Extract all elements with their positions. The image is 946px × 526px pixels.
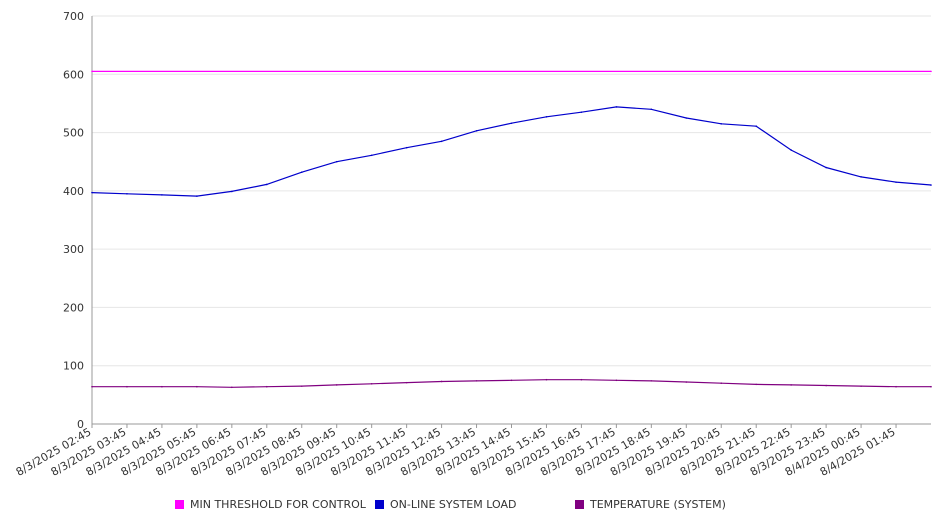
series-2-point-10 bbox=[440, 380, 443, 383]
series-line-1 bbox=[91, 106, 932, 197]
legend-label-temperature: TEMPERATURE (SYSTEM) bbox=[590, 498, 726, 511]
series-1-point-23 bbox=[895, 181, 897, 183]
y-tick-label-700: 700 bbox=[63, 10, 84, 23]
series-0-point-0 bbox=[91, 70, 93, 73]
series-1-point-20 bbox=[790, 149, 792, 151]
series-1-point-13 bbox=[545, 116, 548, 118]
series-1-point-1 bbox=[126, 192, 128, 195]
legend-swatch-temperature bbox=[575, 500, 584, 509]
series-2-point-1 bbox=[126, 385, 128, 388]
series-1-point-7 bbox=[335, 160, 338, 163]
y-tick-label-200: 200 bbox=[63, 301, 84, 314]
legend-item-temperature: TEMPERATURE (SYSTEM) bbox=[575, 498, 726, 511]
series-1-point-5 bbox=[265, 183, 268, 186]
series-2-point-0 bbox=[91, 385, 93, 388]
series-1-point-24 bbox=[930, 184, 932, 186]
series-2-point-22 bbox=[860, 385, 862, 387]
y-tick-label-100: 100 bbox=[63, 360, 84, 373]
series-1-point-12 bbox=[510, 122, 513, 125]
series-1-point-19 bbox=[755, 125, 758, 127]
y-tick-label-600: 600 bbox=[63, 68, 84, 81]
series-2-point-9 bbox=[405, 381, 408, 384]
series-2-point-18 bbox=[720, 382, 723, 385]
series-2-point-13 bbox=[545, 378, 548, 381]
series-1-point-21 bbox=[825, 166, 827, 169]
series-1-point-8 bbox=[370, 154, 373, 157]
series-0-point-1 bbox=[930, 70, 932, 73]
series-1-point-14 bbox=[580, 111, 583, 113]
series-1-point-6 bbox=[300, 171, 303, 174]
series-2-point-7 bbox=[335, 384, 338, 386]
series-2-point-23 bbox=[895, 385, 897, 388]
series-2-point-11 bbox=[475, 380, 478, 382]
series-2-point-15 bbox=[615, 379, 618, 382]
series-2-point-6 bbox=[300, 385, 303, 387]
series-2-point-12 bbox=[510, 379, 513, 382]
series-1-point-15 bbox=[615, 106, 618, 108]
series-2-point-24 bbox=[930, 385, 932, 388]
series-2-point-14 bbox=[580, 378, 583, 381]
series-1-point-11 bbox=[475, 130, 478, 132]
series-2-point-3 bbox=[196, 385, 198, 388]
series-2-point-20 bbox=[790, 384, 792, 386]
y-tick-label-400: 400 bbox=[63, 185, 84, 198]
series-1-point-0 bbox=[91, 191, 93, 194]
series-1-point-18 bbox=[720, 123, 723, 125]
series-1-point-17 bbox=[685, 117, 688, 119]
series-1-point-3 bbox=[196, 195, 198, 197]
series-2-point-19 bbox=[755, 383, 758, 386]
series-2-point-5 bbox=[265, 385, 268, 388]
series-2-point-8 bbox=[370, 382, 373, 385]
y-tick-label-500: 500 bbox=[63, 127, 84, 140]
legend: MIN THRESHOLD FOR CONTROL ON-LINE SYSTEM… bbox=[0, 498, 946, 514]
series-1-point-22 bbox=[860, 176, 862, 178]
legend-swatch-min-threshold bbox=[175, 500, 184, 509]
y-tick-label-300: 300 bbox=[63, 243, 84, 256]
legend-label-system-load: ON-LINE SYSTEM LOAD bbox=[390, 498, 517, 511]
series-1-point-16 bbox=[650, 108, 653, 111]
series-2-point-16 bbox=[650, 380, 653, 382]
series-2-point-4 bbox=[231, 386, 233, 389]
series-2-point-17 bbox=[685, 381, 688, 383]
y-tick-label-0: 0 bbox=[77, 418, 84, 431]
series-1-point-10 bbox=[440, 140, 443, 143]
legend-swatch-system-load bbox=[375, 500, 384, 509]
series-2-point-21 bbox=[825, 384, 827, 387]
legend-label-min-threshold: MIN THRESHOLD FOR CONTROL bbox=[190, 498, 366, 511]
legend-item-min-threshold: MIN THRESHOLD FOR CONTROL bbox=[175, 498, 366, 511]
series-1-point-9 bbox=[405, 146, 408, 149]
legend-item-system-load: ON-LINE SYSTEM LOAD bbox=[375, 498, 516, 511]
series-1-point-4 bbox=[231, 190, 233, 193]
series-1-point-2 bbox=[161, 194, 163, 196]
series-2-point-2 bbox=[161, 385, 163, 388]
